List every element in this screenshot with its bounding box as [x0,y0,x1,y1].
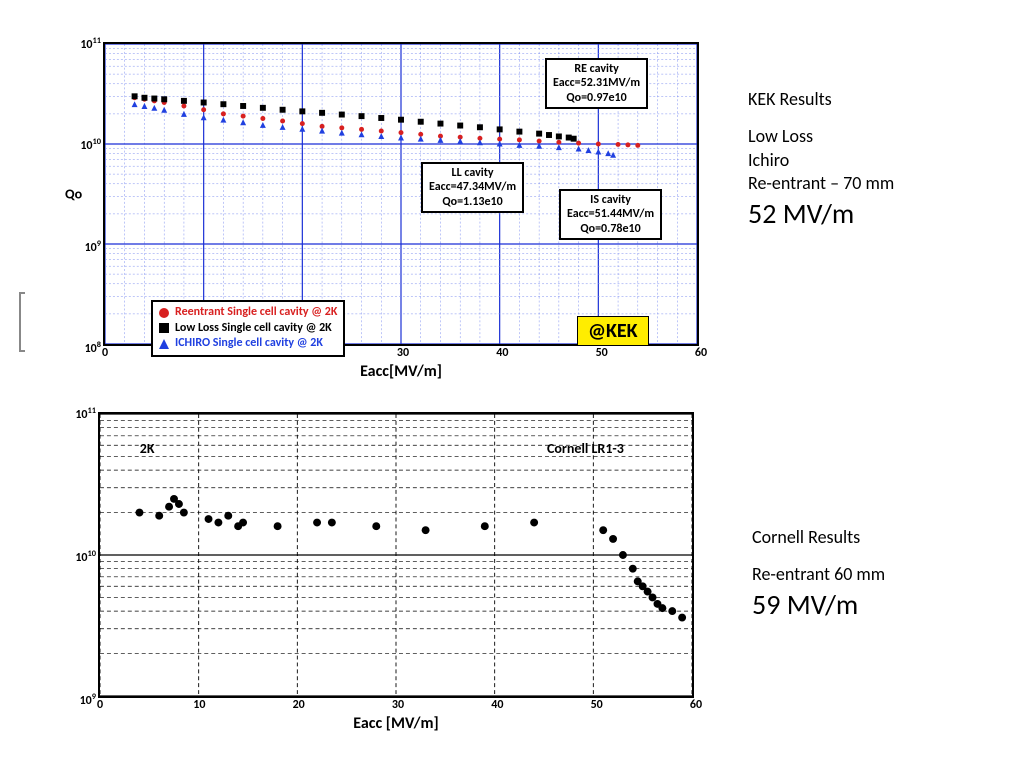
temp-annotation: 2K [140,440,155,457]
ytick: 109 [80,692,100,708]
xtick: 50 [596,344,608,360]
xtick: 50 [591,696,603,712]
ll-cavity-callout: LL cavityEacc=47.34MV/mQo=1.13e10 [421,162,524,213]
kek-results-text: KEK ResultsLow LossIchiroRe-entrant – 70… [748,88,894,232]
ytick: 109 [85,239,105,255]
xtick: 30 [392,696,404,712]
bracket-decor [19,292,25,352]
legend-label: Low Loss Single cell cavity @ 2K [175,321,332,337]
ytick: 108 [85,340,105,356]
ytick: 1011 [75,406,100,422]
x-axis-label: Eacc [MV/m] [353,714,438,733]
y-axis-label: Qo [65,186,82,203]
legend-label: Reentrant Single cell cavity @ 2K [175,305,337,321]
legend-row-lowloss: Low Loss Single cell cavity @ 2K [159,321,337,337]
x-axis-label: Eacc[MV/m] [360,362,442,381]
legend-row-reentrant: Reentrant Single cell cavity @ 2K [159,305,337,321]
reentrant-marker-icon [159,308,169,318]
is-cavity-callout: IS cavityEacc=51.44MV/mQo=0.78e10 [559,189,662,240]
ytick: 1010 [75,549,100,565]
xtick: 60 [695,344,707,360]
legend-label: ICHIRO Single cell cavity @ 2K [175,336,323,352]
ichiro-marker-icon [159,339,169,349]
cornell-plot-area: 010203040506010910101011Eacc [MV/m]2KCor… [98,412,694,698]
xtick: 20 [293,696,305,712]
xtick: 60 [690,696,702,712]
lowloss-marker-icon [159,323,169,333]
re-cavity-callout: RE cavityEacc=52.31MV/mQo=0.97e10 [545,58,648,109]
kek-plot-area: 010203040506010810910101011Eacc[MV/m]QoR… [103,42,699,346]
kek-badge: @KEK [577,316,649,346]
xtick: 40 [491,696,503,712]
kek-legend: Reentrant Single cell cavity @ 2KLow Los… [151,300,345,357]
xtick: 10 [193,696,205,712]
ytick: 1011 [80,36,105,52]
cornell-results-text: Cornell ResultsRe-entrant 60 mm59 MV/m [752,526,885,623]
legend-row-ichiro: ICHIRO Single cell cavity @ 2K [159,336,337,352]
xtick: 30 [397,344,409,360]
kek-chart: 010203040506010810910101011Eacc[MV/m]QoR… [35,42,715,372]
ytick: 1010 [80,137,105,153]
xtick: 40 [496,344,508,360]
cornell-chart: 010203040506010910101011Eacc [MV/m]2KCor… [30,404,708,734]
sample-annotation: Cornell LR1-3 [547,440,624,457]
